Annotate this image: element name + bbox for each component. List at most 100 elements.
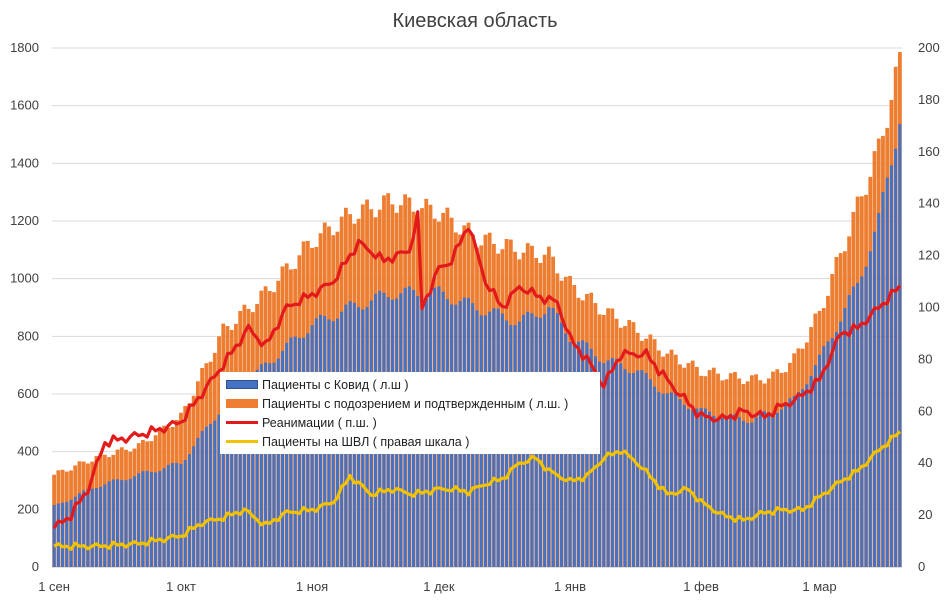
bar-covid bbox=[881, 192, 885, 567]
bar-covid bbox=[746, 423, 750, 567]
bar-covid bbox=[792, 395, 796, 567]
left-tick-label: 1600 bbox=[10, 98, 39, 113]
legend-label-ventilator: Пациенты на ШВЛ ( правая шкала ) bbox=[262, 434, 470, 449]
bar-covid bbox=[200, 431, 204, 567]
bar-covid bbox=[272, 362, 276, 567]
bar-covid bbox=[712, 415, 716, 567]
bar-covid bbox=[217, 414, 221, 567]
bar-covid bbox=[137, 473, 141, 567]
bar-covid bbox=[593, 356, 597, 567]
bar-covid bbox=[788, 398, 792, 567]
bar-covid bbox=[264, 362, 268, 567]
x-axis-ticks: 1 сен 1 окт 1 ноя 1 дек 1 янв 1 фев 1 мар bbox=[38, 579, 836, 594]
bar-covid bbox=[69, 499, 73, 567]
bar-covid bbox=[885, 177, 889, 568]
legend-item-covid: Пациенты с Ковид ( л.ш ) bbox=[226, 375, 594, 394]
bar-covid bbox=[255, 369, 259, 567]
bar-covid bbox=[589, 348, 593, 567]
bar-covid bbox=[720, 417, 724, 567]
bar-covid bbox=[805, 384, 809, 567]
right-tick-label: 120 bbox=[918, 248, 940, 263]
bar-covid bbox=[741, 420, 745, 567]
bar-covid bbox=[280, 350, 284, 567]
legend-item-ventilator: Пациенты на ШВЛ ( правая шкала ) bbox=[226, 432, 594, 451]
x-tick-label: 1 окт bbox=[166, 579, 196, 594]
right-tick-label: 60 bbox=[918, 403, 932, 418]
right-tick-label: 0 bbox=[918, 559, 925, 574]
bar-covid bbox=[737, 417, 741, 567]
bar-covid bbox=[779, 409, 783, 567]
bar-covid bbox=[221, 406, 225, 567]
bar-covid bbox=[868, 251, 872, 567]
bar-covid bbox=[691, 409, 695, 567]
bar-covid bbox=[894, 148, 898, 567]
bar-covid bbox=[686, 408, 690, 567]
bar-covid bbox=[703, 408, 707, 567]
series-icu-line bbox=[52, 210, 902, 529]
bar-covid bbox=[285, 342, 289, 567]
bar-covid bbox=[818, 354, 822, 567]
legend-swatch-suspected bbox=[226, 399, 258, 408]
left-tick-label: 600 bbox=[17, 386, 39, 401]
bar-covid bbox=[670, 392, 674, 567]
bar-covid bbox=[771, 413, 775, 567]
right-tick-label: 80 bbox=[918, 351, 932, 366]
bar-covid bbox=[116, 479, 120, 567]
bar-covid bbox=[860, 276, 864, 567]
bar-covid bbox=[175, 462, 179, 567]
bar-covid bbox=[784, 403, 788, 567]
bar-covid bbox=[94, 488, 98, 567]
bar-covid bbox=[65, 501, 69, 567]
bar-covid bbox=[864, 266, 868, 567]
bar-covid bbox=[801, 389, 805, 567]
bar-covid bbox=[209, 423, 213, 567]
bar-covid bbox=[77, 493, 82, 567]
bar-covid bbox=[648, 379, 652, 567]
bar-covid bbox=[568, 342, 572, 567]
right-axis-ticks: 0 20 40 60 80 100 120 140 160 180 200 bbox=[918, 40, 940, 574]
bar-covid bbox=[699, 407, 703, 567]
bar-covid bbox=[661, 393, 665, 567]
bar-covid bbox=[809, 375, 813, 567]
bar-covid bbox=[213, 420, 217, 567]
left-tick-label: 0 bbox=[32, 559, 39, 574]
bar-covid bbox=[636, 370, 640, 567]
bar-covid bbox=[52, 504, 56, 567]
x-tick-label: 1 мар bbox=[802, 579, 836, 594]
bar-covid bbox=[247, 385, 251, 567]
legend-swatch-covid bbox=[226, 380, 258, 389]
bar-covid bbox=[111, 479, 115, 567]
bar-covid bbox=[251, 377, 255, 567]
bar-covid bbox=[716, 418, 720, 567]
bar-covid bbox=[572, 343, 576, 567]
bar-covid bbox=[856, 282, 860, 567]
bar-covid bbox=[99, 486, 103, 567]
bar-covid bbox=[179, 463, 183, 567]
bar-covid bbox=[585, 342, 589, 567]
bar-covid bbox=[238, 390, 242, 567]
bar-covid bbox=[619, 363, 623, 567]
bar-covid bbox=[889, 165, 893, 567]
legend-swatch-ventilator bbox=[226, 440, 258, 443]
bar-covid bbox=[851, 286, 855, 567]
left-tick-label: 1800 bbox=[10, 40, 39, 55]
bar-covid bbox=[678, 399, 682, 567]
bar-covid bbox=[729, 413, 733, 567]
legend-item-icu: Реанимации ( п.ш. ) bbox=[226, 413, 594, 432]
series-covid-bars bbox=[52, 123, 902, 568]
legend: Пациенты с Ковид ( л.ш ) Пациенты с подо… bbox=[220, 372, 600, 454]
bar-covid bbox=[166, 464, 170, 567]
bar-covid bbox=[162, 468, 166, 567]
bar-covid bbox=[750, 422, 754, 567]
bar-covid bbox=[758, 413, 762, 567]
bar-covid bbox=[822, 346, 826, 567]
bar-covid bbox=[708, 411, 712, 567]
right-tick-label: 40 bbox=[918, 455, 932, 470]
bar-covid bbox=[158, 471, 162, 567]
x-tick-label: 1 сен bbox=[38, 579, 70, 594]
x-tick-label: 1 янв bbox=[554, 579, 586, 594]
bar-covid bbox=[767, 412, 771, 567]
left-tick-label: 200 bbox=[17, 501, 39, 516]
legend-swatch-icu bbox=[226, 421, 258, 424]
bar-covid bbox=[230, 393, 234, 567]
